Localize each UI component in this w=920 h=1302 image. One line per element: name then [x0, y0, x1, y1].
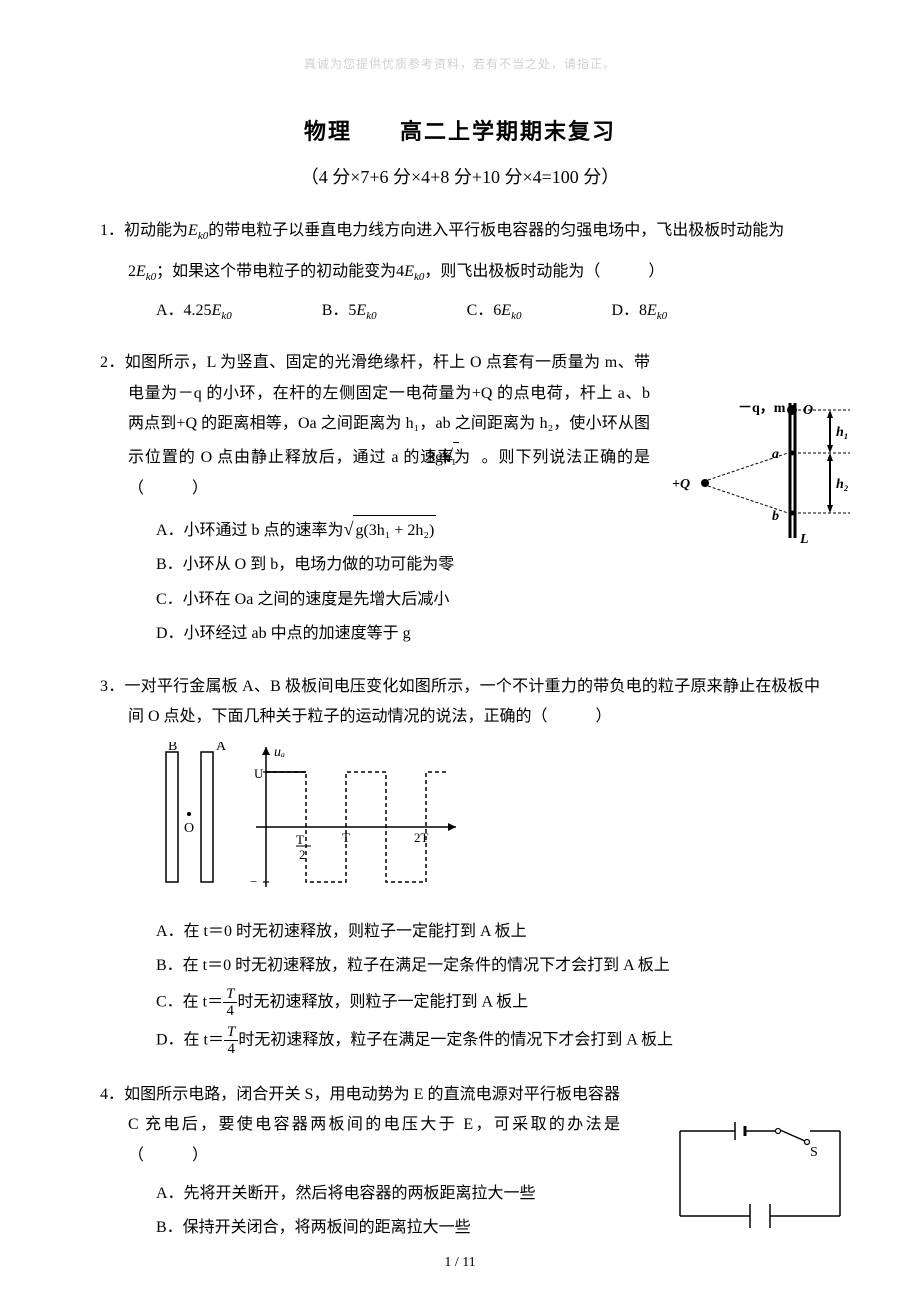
page-title: 物理 高二上学期期末复习	[100, 114, 820, 149]
q3-optC-pre: C．在 t＝	[156, 993, 223, 1010]
q1-optD-E: E	[647, 302, 657, 319]
q1-E3sub: k0	[414, 271, 424, 283]
q3-label-U: U	[254, 766, 264, 781]
q3-label-2T: 2T	[414, 830, 429, 845]
q1-optD-pre: D．8	[611, 302, 647, 319]
q3-label-O: O	[184, 821, 194, 836]
q4-optB: B．保持开关闭合，将两板间的距离拉大一些	[156, 1213, 620, 1243]
q2-sqrt1: 3gh₁	[471, 439, 477, 473]
q3-optC-frac: T4	[223, 986, 237, 1020]
q3-label-minusU-dash: −	[250, 874, 257, 889]
q4-line1: 如图所示电路，闭合开关 S，用电动势为 E 的直流电源对平行板电容器 C 充电后…	[124, 1086, 620, 1164]
q3-label-T: T	[342, 830, 350, 845]
q2-optA-sqrt: g(3h₁ + 2h₂)	[344, 512, 437, 546]
q3-optD-frac: T4	[224, 1024, 238, 1058]
q1-optB-sub: k0	[366, 311, 376, 323]
q1-optB-pre: B．5	[322, 302, 357, 319]
q2-label-a: a	[772, 447, 779, 462]
q1-optA-pre: A．4.25	[156, 302, 212, 319]
q2-label-qm: －q，m	[738, 401, 786, 416]
q1-2mid: ；如果这个带电粒子的初动能变为4	[156, 263, 404, 280]
q3-optD-post: 时无初速释放，粒子在满足一定条件的情况下才会打到 A 板上	[238, 1031, 673, 1048]
q4-num: 4．	[100, 1086, 124, 1103]
page-subtitle: （4 分×7+6 分×4+8 分+10 分×4=100 分）	[100, 163, 820, 192]
q3-optA: A．在 t＝0 时无初速释放，则粒子一定能打到 A 板上	[156, 917, 820, 947]
q3-figure: B A O uₐ U T 2 T 2T −	[156, 742, 476, 892]
q1-optA: A．4.25Ek0	[156, 298, 232, 326]
q3-optD-num: T	[224, 1024, 238, 1042]
q1-optC-sub: k0	[511, 311, 521, 323]
q2-optD: D．小环经过 ab 中点的加速度等于 g	[156, 619, 620, 649]
q1-E2: E	[136, 263, 146, 280]
q3-line1: 一对平行金属板 A、B 极板间电压变化如图所示，一个不计重力的带负电的粒子原来静…	[124, 678, 820, 725]
q3-label-uA: uₐ	[274, 745, 285, 760]
q2-label-L: L	[799, 532, 809, 547]
question-1: 1．初动能为Ek0的带电粒子以垂直电力线方向进入平行板电容器的匀强电场中，飞出极…	[100, 216, 820, 326]
q1-line1: 1．初动能为Ek0的带电粒子以垂直电力线方向进入平行板电容器的匀强电场中，飞出极…	[100, 216, 820, 247]
q1-E1: E	[188, 222, 198, 239]
q1-optC-E: E	[501, 302, 511, 319]
q3-label-B: B	[168, 742, 177, 754]
q4-optA: A．先将开关断开，然后将电容器的两板距离拉大一些	[156, 1179, 620, 1209]
q1-2pre: 2	[128, 263, 136, 280]
q2-optA-rad: g(3h₁ + 2h₂)	[353, 515, 436, 546]
page-footer: 1 / 11	[0, 1252, 920, 1274]
q4-figure: S	[660, 1116, 860, 1236]
header-watermark: 真诚为您提供优质参考资料，若有不当之处，请指正。	[100, 55, 820, 74]
q1-num: 1．	[100, 222, 124, 239]
q1-optD-sub: k0	[657, 311, 667, 323]
q1-E3: E	[404, 263, 414, 280]
q1-optC: C．6Ek0	[467, 298, 522, 326]
q3-stem: 3．一对平行金属板 A、B 极板间电压变化如图所示，一个不计重力的带负电的粒子原…	[100, 672, 820, 733]
q3-optD-den: 4	[224, 1041, 238, 1058]
q1-optB-E: E	[356, 302, 366, 319]
q2-optC: C．小环在 Oa 之间的速度是先增大后减小	[156, 585, 620, 615]
q3-label-T2n: T	[296, 832, 304, 847]
q2-label-Q: +Q	[672, 477, 690, 492]
q3-optC: C．在 t＝T4时无初速释放，则粒子一定能打到 A 板上	[156, 986, 820, 1020]
q3-label-A: A	[216, 742, 227, 754]
q1-line2: 2Ek0；如果这个带电粒子的初动能变为4Ek0，则飞出极板时动能为（ ）	[100, 257, 820, 288]
q2-sqrt1-rad: 3gh₁	[453, 442, 459, 473]
q3-options: A．在 t＝0 时无初速释放，则粒子一定能打到 A 板上 B．在 t＝0 时无初…	[100, 917, 820, 1058]
q1-E2sub: k0	[146, 271, 156, 283]
q1-t1b: 的带电粒子以垂直电力线方向进入平行板电容器的匀强电场中，飞出极板时动能为	[208, 222, 784, 239]
q3-optB: B．在 t＝0 时无初速释放，粒子在满足一定条件的情况下才会打到 A 板上	[156, 951, 820, 981]
q1-optA-sub: k0	[221, 311, 231, 323]
q2-optA-pre: A．小环通过 b 点的速率为	[156, 522, 344, 539]
q2-optB: B．小环从 O 到 b，电场力做的功可能为零	[156, 550, 620, 580]
q1-options: A．4.25Ek0 B．5Ek0 C．6Ek0 D．8Ek0	[100, 298, 820, 326]
q2-figure: －q，m O a b L +Q h₁ h₂	[660, 398, 860, 548]
q2-num: 2．	[100, 354, 125, 371]
q1-optB: B．5Ek0	[322, 298, 377, 326]
q1-E1sub: k0	[198, 230, 208, 242]
q2-label-b: b	[772, 509, 779, 524]
q2-label-h1: h₁	[836, 425, 849, 440]
q3-num: 3．	[100, 678, 124, 695]
question-2: 2．如图所示，L 为竖直、固定的光滑绝缘杆，杆上 O 点套有一质量为 m、带电量…	[100, 348, 820, 650]
q4-label-S: S	[810, 1145, 818, 1160]
q1-optC-pre: C．6	[467, 302, 502, 319]
q3-optD: D．在 t＝T4时无初速释放，粒子在满足一定条件的情况下才会打到 A 板上	[156, 1024, 820, 1058]
q3-optC-num: T	[223, 986, 237, 1004]
q3-optC-den: 4	[223, 1003, 237, 1020]
question-3: 3．一对平行金属板 A、B 极板间电压变化如图所示，一个不计重力的带负电的粒子原…	[100, 672, 820, 1058]
q2-optA: A．小环通过 b 点的速率为 g(3h₁ + 2h₂)	[156, 512, 620, 546]
q1-t1: 初动能为	[124, 222, 188, 239]
q3-label-T2d: 2	[299, 847, 306, 862]
question-4: 4．如图所示电路，闭合开关 S，用电动势为 E 的直流电源对平行板电容器 C 充…	[100, 1080, 820, 1244]
q1-optD: D．8Ek0	[611, 298, 667, 326]
q1-2end: ，则飞出极板时动能为（ ）	[424, 263, 664, 280]
q2-label-h2: h₂	[836, 477, 849, 492]
q1-optA-E: E	[212, 302, 222, 319]
q3-optC-post: 时无初速释放，则粒子一定能打到 A 板上	[237, 993, 528, 1010]
q3-optD-pre: D．在 t＝	[156, 1031, 224, 1048]
